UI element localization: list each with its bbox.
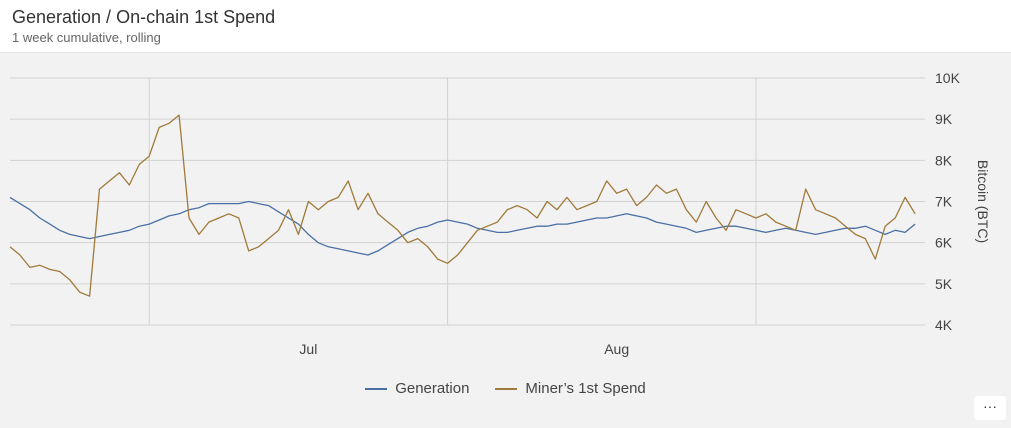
- chart-menu-button[interactable]: ···: [974, 396, 1006, 420]
- legend-item-generation[interactable]: Generation: [365, 380, 469, 397]
- y-tick-label: 7K: [935, 194, 953, 210]
- legend-item-miner-spend[interactable]: Miner’s 1st Spend: [495, 380, 646, 397]
- legend-label-miner-spend: Miner’s 1st Spend: [525, 380, 646, 397]
- legend-swatch-miner-spend: [495, 387, 518, 390]
- y-tick-label: 8K: [935, 152, 953, 168]
- chart-legend: Generation Miner’s 1st Spend: [0, 380, 1011, 397]
- y-tick-label: 9K: [935, 111, 953, 127]
- chart-title: Generation / On-chain 1st Spend: [12, 7, 276, 27]
- y-axis-label: Bitcoin (BTC): [975, 160, 991, 243]
- chart-subtitle: 1 week cumulative, rolling: [12, 30, 161, 45]
- y-tick-label: 6K: [935, 235, 953, 251]
- legend-label-generation: Generation: [395, 380, 470, 397]
- y-tick-label: 10K: [935, 70, 961, 86]
- y-tick-label: 4K: [935, 317, 953, 333]
- legend-swatch-generation: [365, 387, 388, 390]
- chart-header: Generation / On-chain 1st Spend 1 week c…: [0, 0, 1011, 53]
- x-tick-label: Aug: [604, 341, 629, 357]
- series-line-miner-spend: [9, 114, 916, 297]
- series-line-generation: [9, 196, 916, 256]
- y-tick-label: 5K: [935, 276, 953, 292]
- x-tick-label: Jul: [299, 341, 317, 357]
